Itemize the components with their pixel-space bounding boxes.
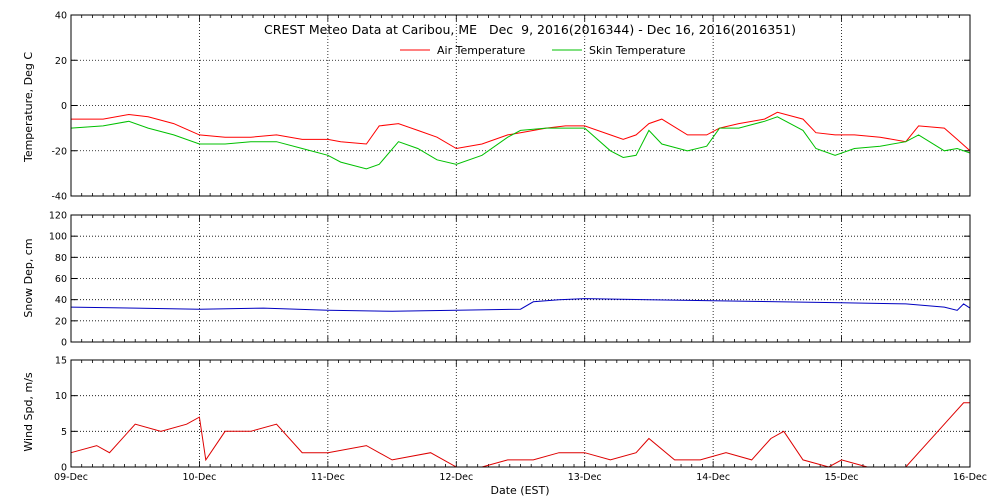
legend-skin-label: Skin Temperature [589,44,686,57]
wind-speed-plot: 15 10 5 0 [55,356,971,474]
temperature-plot: 40 20 0 -20 -40 [51,11,971,203]
temperature-ytick-label: 40 [55,11,67,22]
wind-speed-ytick-label: 0 [61,463,67,474]
temperature-series-line-1 [70,116,971,170]
wind-speed-panel: Wind Spd, m/s [22,372,35,452]
temperature-ytick-label: -40 [51,192,67,203]
temperature-axis-title: Temperature, Deg C [22,52,35,163]
snow-depth-frame [70,214,971,343]
x-tick-label: 10-Dec [182,472,216,483]
x-tick-label: 14-Dec [696,472,730,483]
temperature-panel: Temperature, Deg C Air Temperature Skin … [22,44,686,163]
temperature-legend: Air Temperature Skin Temperature [400,44,686,57]
temperature-ytick-label: 0 [61,101,67,112]
chart-title: CREST Meteo Data at Caribou, ME Dec 9, 2… [264,22,796,37]
snow-depth-plot: 120 100 80 60 40 20 0 [49,211,971,349]
x-tick-label: 13-Dec [568,472,602,483]
x-tick-label: 11-Dec [311,472,345,483]
temperature-frame [70,14,971,197]
wind-speed-ytick-label: 10 [55,391,67,402]
wind-speed-series-line-0 [70,402,970,468]
x-tick-label: 09-Dec [54,472,88,483]
snow-depth-ytick-label: 100 [49,232,67,243]
wind-speed-ytick-label: 5 [61,427,67,438]
legend-air-label: Air Temperature [437,44,526,57]
snow-depth-series-line-0 [70,298,971,312]
x-tick-label: 12-Dec [439,472,473,483]
x-tick-label: 15-Dec [825,472,859,483]
wind-axis-title: Wind Spd, m/s [22,372,35,452]
wind-speed-frame [70,359,971,468]
x-tick-label: 16-Dec [953,472,987,483]
snow-depth-ytick-label: 40 [55,295,67,306]
temperature-ytick-label: 20 [55,56,67,67]
snow-depth-ytick-label: 120 [49,211,67,222]
snow-depth-panel: Snow Dep, cm [22,238,35,317]
x-axis-title: Date (EST) [490,484,549,497]
snow-depth-ytick-label: 80 [55,253,67,264]
temperature-series-line-0 [71,111,971,152]
temperature-ytick-label: -20 [51,146,67,157]
wind-speed-ytick-label: 15 [55,356,67,367]
snow-depth-ytick-label: 60 [55,274,67,285]
snow-axis-title: Snow Dep, cm [22,238,35,317]
snow-depth-ytick-label: 20 [55,316,67,327]
snow-depth-ytick-label: 0 [61,338,67,349]
